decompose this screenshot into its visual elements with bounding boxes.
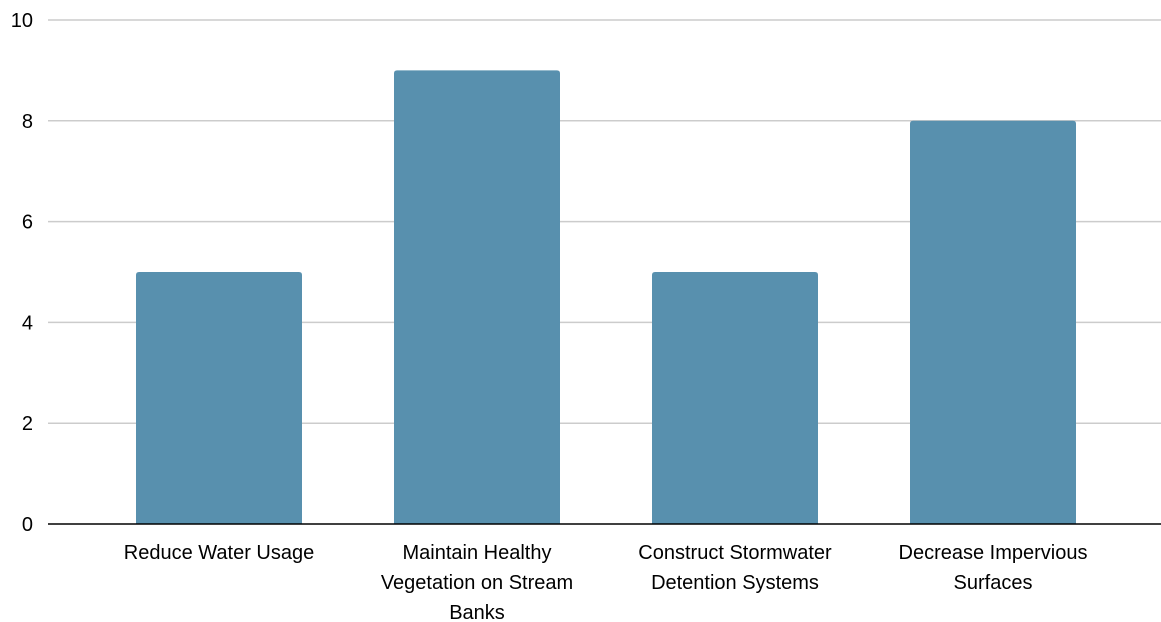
y-tick-label: 6 (22, 212, 33, 234)
y-tick-label: 4 (22, 312, 33, 334)
bar (910, 120, 1076, 525)
x-tick-label-line: Detention Systems (651, 572, 819, 594)
bars (136, 70, 1076, 525)
x-tick-label-line: Decrease Impervious (899, 542, 1088, 564)
y-tick-label: 10 (11, 10, 33, 32)
x-tick-label: Decrease Impervious Surfaces (899, 542, 1088, 594)
y-tick-labels: 0 2 4 6 8 10 (11, 10, 33, 536)
x-tick-label-line: Reduce Water Usage (124, 542, 314, 564)
y-tick-label: 2 (22, 413, 33, 435)
x-tick-label-line: Surfaces (954, 572, 1033, 594)
x-tick-label: Reduce Water Usage (124, 542, 314, 564)
x-tick-label-line: Construct Stormwater (638, 542, 832, 564)
y-tick-label: 0 (22, 514, 33, 536)
x-tick-label-line: Banks (449, 602, 505, 622)
y-tick-label: 8 (22, 111, 33, 133)
x-tick-label-line: Maintain Healthy (403, 542, 552, 564)
bar (136, 272, 302, 524)
x-tick-label-line: Vegetation on Stream (381, 572, 573, 594)
bar (394, 70, 560, 525)
bar (652, 272, 818, 524)
x-tick-label: Construct Stormwater Detention Systems (638, 542, 832, 594)
x-tick-labels: Reduce Water Usage Maintain Healthy Vegeta… (124, 542, 1088, 622)
x-tick-label: Maintain Healthy Vegetation on Stream Bank… (381, 542, 573, 622)
